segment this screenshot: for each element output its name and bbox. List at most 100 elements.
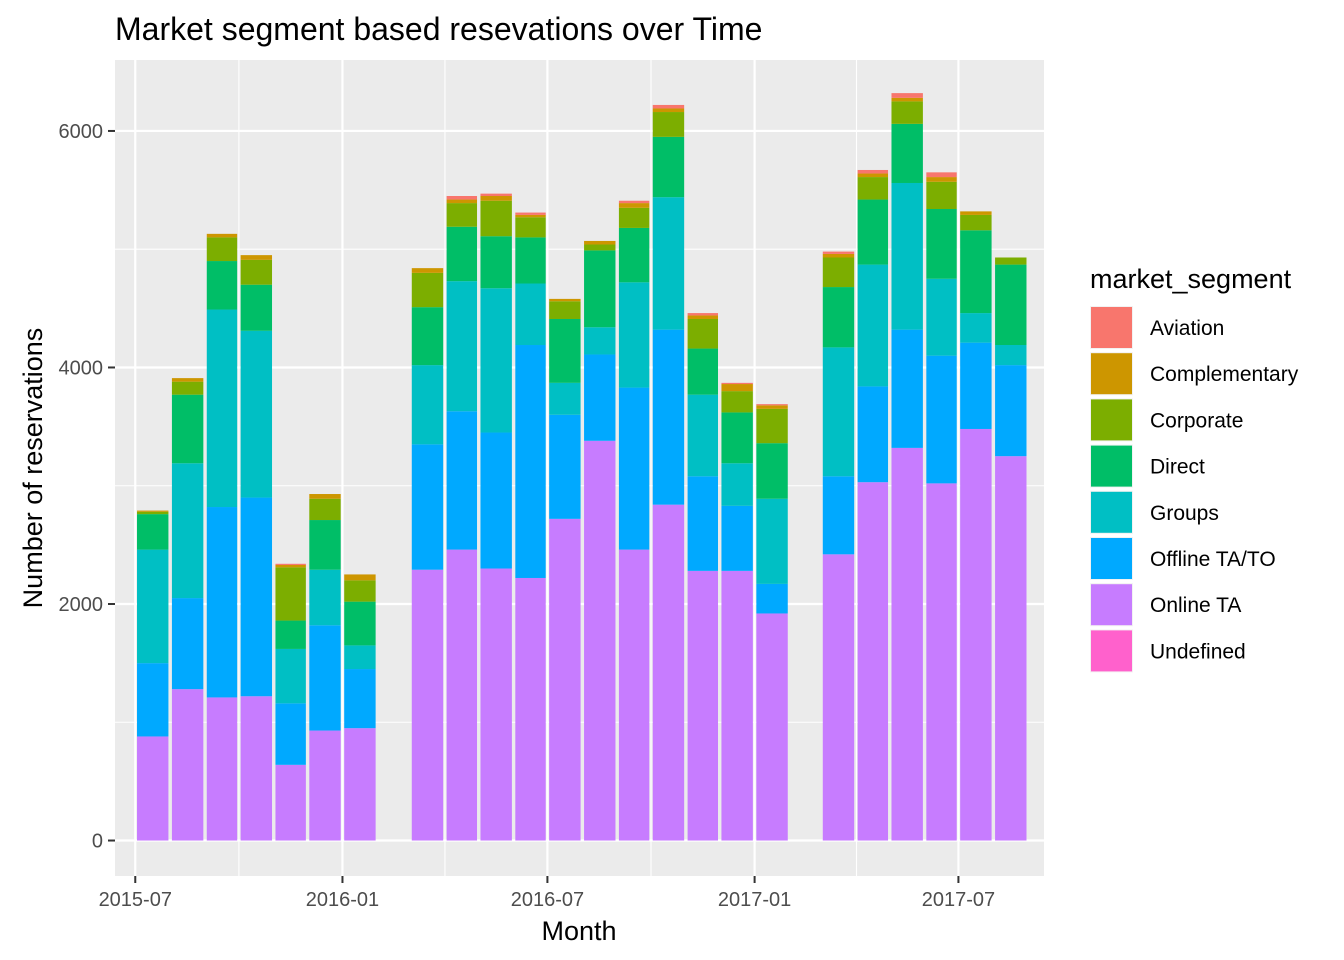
bar-segment-complementary <box>960 211 992 215</box>
bar-segment-offline-ta-to <box>137 663 169 737</box>
bar-segment-offline-ta-to <box>549 414 581 519</box>
legend-swatch-undefined <box>1091 630 1132 672</box>
y-tick-label: 2000 <box>59 594 104 616</box>
legend-items: Aviation Complementary Corporate Direct Grou… <box>1090 306 1299 673</box>
bar-segment-aviation <box>515 212 546 215</box>
bar-segment-corporate <box>515 217 546 238</box>
bar-segment-offline-ta-to <box>891 329 923 448</box>
bar-segment-corporate <box>344 580 376 602</box>
bar-segment-groups <box>309 569 341 626</box>
legend-label: Offline TA/TO <box>1150 548 1276 571</box>
bar-segment-groups <box>549 382 581 415</box>
legend-label: Online TA <box>1150 594 1241 617</box>
bar-segment-aviation <box>618 200 650 204</box>
bar-segment-aviation <box>446 196 478 200</box>
x-axis: 2015-07 2016-01 2016-07 2017-01 2017-07 <box>99 876 995 911</box>
legend-title: market_segment <box>1090 264 1292 294</box>
bar-segment-complementary <box>584 240 616 245</box>
bar-segment-direct <box>960 230 992 314</box>
y-tick-label: 6000 <box>59 121 104 143</box>
bar-segment-online-ta <box>549 518 581 841</box>
bar-segment-groups <box>584 327 616 355</box>
bar-segment-direct <box>822 287 855 348</box>
bar-segment-offline-ta-to <box>206 507 238 698</box>
bar-segment-offline-ta-to <box>309 625 341 731</box>
legend-label: Undefined <box>1150 640 1246 663</box>
bar-segment-direct <box>721 412 753 464</box>
bar-segment-groups <box>137 549 169 664</box>
bar-segment-direct <box>240 284 273 331</box>
bar-segment-complementary <box>206 233 238 238</box>
bar-segment-online-ta <box>618 549 650 841</box>
bar-segment-online-ta <box>344 728 376 841</box>
bar-segment-complementary <box>515 214 546 218</box>
bar-segment-corporate <box>309 498 341 521</box>
legend-swatch-offline-ta-to <box>1091 538 1132 579</box>
bar-segment-complementary <box>171 378 204 382</box>
bar-segment-groups <box>206 309 238 508</box>
bar-segment-online-ta <box>960 428 992 841</box>
bar-segment-offline-ta-to <box>275 703 306 765</box>
legend-label: Complementary <box>1150 363 1299 386</box>
bar-segment-corporate <box>206 237 238 262</box>
bar-segment-corporate <box>137 511 169 515</box>
bar-segment-aviation <box>926 172 957 178</box>
bar-segment-groups <box>891 182 923 330</box>
bar-segment-groups <box>446 281 478 412</box>
bar-segment-groups <box>687 394 719 477</box>
bar-segment-direct <box>344 601 376 646</box>
bar-segment-corporate <box>995 257 1027 265</box>
bar-segment-direct <box>480 236 512 289</box>
bar-segment-online-ta <box>309 730 341 841</box>
legend-swatch-corporate <box>1091 399 1132 441</box>
bar-segment-offline-ta-to <box>687 476 719 571</box>
bar-segment-complementary <box>822 253 855 258</box>
bar-segment-complementary <box>926 177 957 182</box>
bar-segment-online-ta <box>137 736 169 841</box>
legend: market_segment Aviation Complementary Corp… <box>1090 264 1299 673</box>
bar-segment-complementary <box>240 255 273 260</box>
bar-segment-online-ta <box>891 447 923 841</box>
bar-segment-direct <box>549 318 581 383</box>
bar-segment-offline-ta-to <box>822 476 855 555</box>
bar-segment-complementary <box>857 173 889 178</box>
bar-segment-complementary <box>309 494 341 499</box>
bar-segment-aviation <box>275 563 306 565</box>
bar-segment-groups <box>515 283 546 346</box>
x-tick-label: 2017-07 <box>922 889 995 911</box>
bar-segment-corporate <box>652 112 685 137</box>
bar-segment-offline-ta-to <box>926 355 957 484</box>
legend-label: Corporate <box>1150 409 1243 432</box>
bar-segment-complementary <box>687 315 719 319</box>
bar-segment-complementary <box>411 268 444 273</box>
y-axis: 0 2000 4000 6000 <box>59 121 115 853</box>
bar-segment-offline-ta-to <box>446 411 478 550</box>
bar-segment-online-ta <box>756 613 788 841</box>
legend-swatch-aviation <box>1091 307 1132 348</box>
bar-segment-direct <box>652 136 685 198</box>
bar-segment-corporate <box>822 257 855 288</box>
bar-segment-aviation <box>652 104 685 109</box>
x-tick-label: 2017-01 <box>718 889 791 911</box>
bar-segment-direct <box>995 264 1027 346</box>
bar-segment-online-ta <box>240 696 273 841</box>
bar-segment-groups <box>652 197 685 330</box>
bar-segment-groups <box>822 347 855 477</box>
bar-segment-online-ta <box>687 570 719 841</box>
bar-segment-online-ta <box>926 483 957 841</box>
bar-segment-online-ta <box>275 764 306 841</box>
bar-segment-groups <box>275 648 306 704</box>
bar-segment-direct <box>926 209 957 279</box>
bar-segment-offline-ta-to <box>857 386 889 483</box>
bar-segment-offline-ta-to <box>480 432 512 569</box>
bar-segment-online-ta <box>515 577 546 841</box>
bar-segment-complementary <box>721 384 753 392</box>
bar-segment-groups <box>171 463 204 599</box>
bars <box>137 93 1027 841</box>
bar-segment-groups <box>721 463 753 506</box>
bar-segment-offline-ta-to <box>652 329 685 505</box>
bar-segment-groups <box>857 264 889 387</box>
bar-segment-aviation <box>756 404 788 406</box>
bar-segment-online-ta <box>446 549 478 841</box>
bar-segment-corporate <box>687 318 719 349</box>
